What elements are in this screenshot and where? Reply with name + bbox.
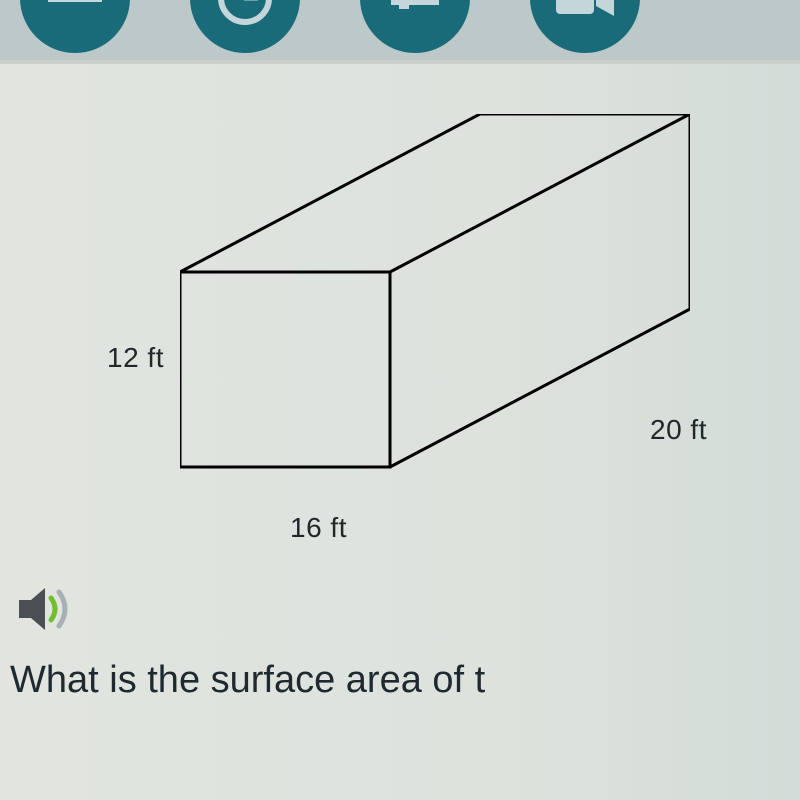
- speaker-icon: [15, 584, 75, 634]
- menu-icon: [48, 0, 102, 18]
- slider-icon: [385, 0, 445, 23]
- toolbar-button-settings[interactable]: [360, 0, 470, 53]
- label-height: 12 ft: [107, 342, 164, 374]
- rectangular-prism: [180, 114, 690, 494]
- clock-icon: [215, 0, 275, 28]
- label-width: 16 ft: [290, 512, 347, 544]
- prism-figure: 12 ft 20 ft 16 ft: [60, 114, 760, 554]
- toolbar: [0, 0, 800, 60]
- page-root: 12 ft 20 ft 16 ft What is the surface ar…: [0, 0, 800, 800]
- content-area: 12 ft 20 ft 16 ft What is the surface ar…: [0, 60, 800, 800]
- toolbar-button-clock[interactable]: [190, 0, 300, 53]
- toolbar-button-menu[interactable]: [20, 0, 130, 53]
- video-icon: [554, 0, 616, 20]
- audio-play-button[interactable]: [15, 584, 75, 639]
- question-text: What is the surface area of t: [10, 659, 485, 702]
- toolbar-button-video[interactable]: [530, 0, 640, 53]
- label-depth: 20 ft: [650, 414, 707, 446]
